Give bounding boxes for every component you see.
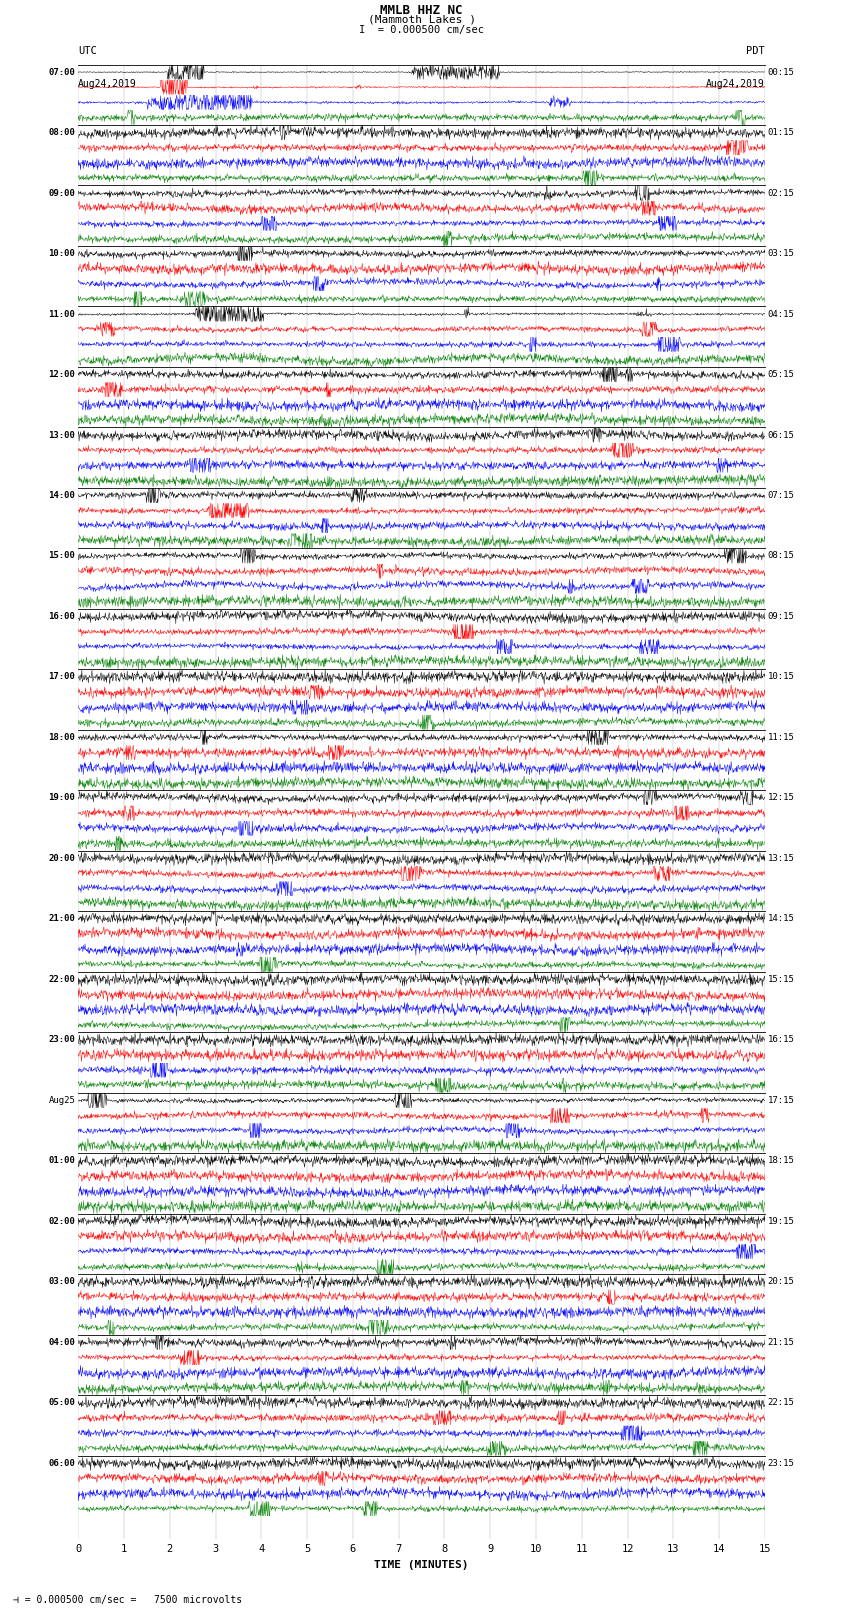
Text: 10:00: 10:00	[48, 248, 76, 258]
Text: 13:00: 13:00	[48, 431, 76, 439]
Text: 01:00: 01:00	[48, 1157, 76, 1165]
Text: 21:00: 21:00	[48, 915, 76, 923]
Text: PDT: PDT	[746, 47, 765, 56]
Text: 17:00: 17:00	[48, 673, 76, 681]
Text: 11:00: 11:00	[48, 310, 76, 318]
Text: 14:15: 14:15	[768, 915, 795, 923]
Text: 18:15: 18:15	[768, 1157, 795, 1165]
Text: ⊣ = 0.000500 cm/sec =   7500 microvolts: ⊣ = 0.000500 cm/sec = 7500 microvolts	[13, 1595, 242, 1605]
Text: 05:15: 05:15	[768, 369, 795, 379]
Text: Aug24,2019: Aug24,2019	[78, 79, 137, 89]
Text: 03:15: 03:15	[768, 248, 795, 258]
Text: 08:00: 08:00	[48, 127, 76, 137]
Text: 05:00: 05:00	[48, 1398, 76, 1407]
Text: 00:15: 00:15	[768, 68, 795, 76]
Text: 17:15: 17:15	[768, 1095, 795, 1105]
Text: 12:00: 12:00	[48, 369, 76, 379]
Text: 22:00: 22:00	[48, 974, 76, 984]
Text: 23:00: 23:00	[48, 1036, 76, 1044]
Text: 11:15: 11:15	[768, 732, 795, 742]
Text: 07:00: 07:00	[48, 68, 76, 76]
Text: I  = 0.000500 cm/sec: I = 0.000500 cm/sec	[359, 24, 484, 34]
Text: MMLB HHZ NC: MMLB HHZ NC	[380, 5, 463, 18]
Text: 15:15: 15:15	[768, 974, 795, 984]
Text: 04:15: 04:15	[768, 310, 795, 318]
Text: 20:00: 20:00	[48, 853, 76, 863]
Text: 15:00: 15:00	[48, 552, 76, 560]
Text: 02:00: 02:00	[48, 1216, 76, 1226]
Text: 16:00: 16:00	[48, 611, 76, 621]
Text: 20:15: 20:15	[768, 1277, 795, 1286]
Text: 12:15: 12:15	[768, 794, 795, 802]
Text: 23:15: 23:15	[768, 1458, 795, 1468]
Text: Aug24,2019: Aug24,2019	[706, 79, 765, 89]
Text: 14:00: 14:00	[48, 490, 76, 500]
Text: (Mammoth Lakes ): (Mammoth Lakes )	[367, 15, 476, 24]
Text: 07:15: 07:15	[768, 490, 795, 500]
Text: 21:15: 21:15	[768, 1337, 795, 1347]
Text: 09:15: 09:15	[768, 611, 795, 621]
Text: 06:00: 06:00	[48, 1458, 76, 1468]
Text: 03:00: 03:00	[48, 1277, 76, 1286]
Text: 18:00: 18:00	[48, 732, 76, 742]
Text: TIME (MINUTES): TIME (MINUTES)	[374, 1560, 469, 1569]
Text: 19:00: 19:00	[48, 794, 76, 802]
Text: 09:00: 09:00	[48, 189, 76, 197]
Text: 04:00: 04:00	[48, 1337, 76, 1347]
Text: 02:15: 02:15	[768, 189, 795, 197]
Text: 13:15: 13:15	[768, 853, 795, 863]
Text: 08:15: 08:15	[768, 552, 795, 560]
Text: 10:15: 10:15	[768, 673, 795, 681]
Text: 22:15: 22:15	[768, 1398, 795, 1407]
Text: UTC: UTC	[78, 47, 97, 56]
Text: 19:15: 19:15	[768, 1216, 795, 1226]
Text: Aug25: Aug25	[48, 1095, 76, 1105]
Text: 16:15: 16:15	[768, 1036, 795, 1044]
Text: 06:15: 06:15	[768, 431, 795, 439]
Text: 01:15: 01:15	[768, 127, 795, 137]
